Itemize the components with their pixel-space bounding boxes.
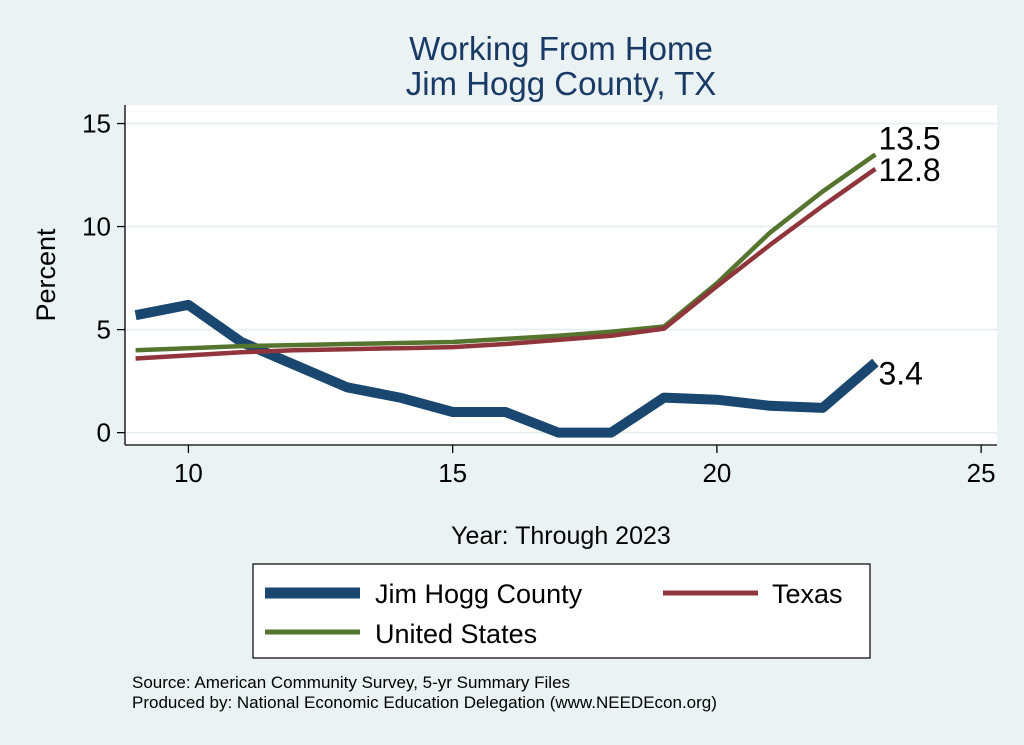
y-axis-ticks: 0 5 10 15 xyxy=(82,109,125,448)
end-labels: 3.4 12.813.5 xyxy=(878,120,940,391)
legend-box xyxy=(252,563,871,659)
source-note-line-2: Produced by: National Economic Education… xyxy=(132,693,717,712)
series-lines xyxy=(134,152,879,438)
y-tick-label-15: 15 xyxy=(82,109,111,139)
y-tick-label-0: 0 xyxy=(97,418,111,448)
legend-label-jim-hogg-county: Jim Hogg County xyxy=(375,579,583,609)
chart-title-line-1: Working From Home xyxy=(409,30,713,67)
end-label-united-states: 13.5 xyxy=(878,120,940,156)
chart-title-line-2: Jim Hogg County, TX xyxy=(406,65,717,102)
legend-label-united-states: United States xyxy=(375,619,537,649)
x-tick-label-10: 10 xyxy=(174,458,203,488)
end-label-texas: 12.8 xyxy=(878,152,940,188)
x-axis-label: Year: Through 2023 xyxy=(451,522,671,550)
legend-label-texas: Texas xyxy=(772,579,843,609)
y-tick-label-5: 5 xyxy=(97,315,111,345)
y-tick-label-10: 10 xyxy=(82,212,111,242)
plot-area xyxy=(125,105,997,445)
x-tick-label-20: 20 xyxy=(702,458,731,488)
legend: Jim Hogg County Texas United States xyxy=(252,563,871,659)
series-line-texas xyxy=(135,167,877,361)
x-tick-label-15: 15 xyxy=(438,458,467,488)
x-axis-ticks: 10 15 20 25 xyxy=(174,445,996,488)
source-note-line-1: Source: American Community Survey, 5-yr … xyxy=(132,673,570,692)
series-line-united-states xyxy=(135,152,877,353)
end-label-jim-hogg-county: 3.4 xyxy=(878,356,922,392)
y-axis-label: Percent xyxy=(31,228,61,322)
x-tick-label-25: 25 xyxy=(967,458,996,488)
